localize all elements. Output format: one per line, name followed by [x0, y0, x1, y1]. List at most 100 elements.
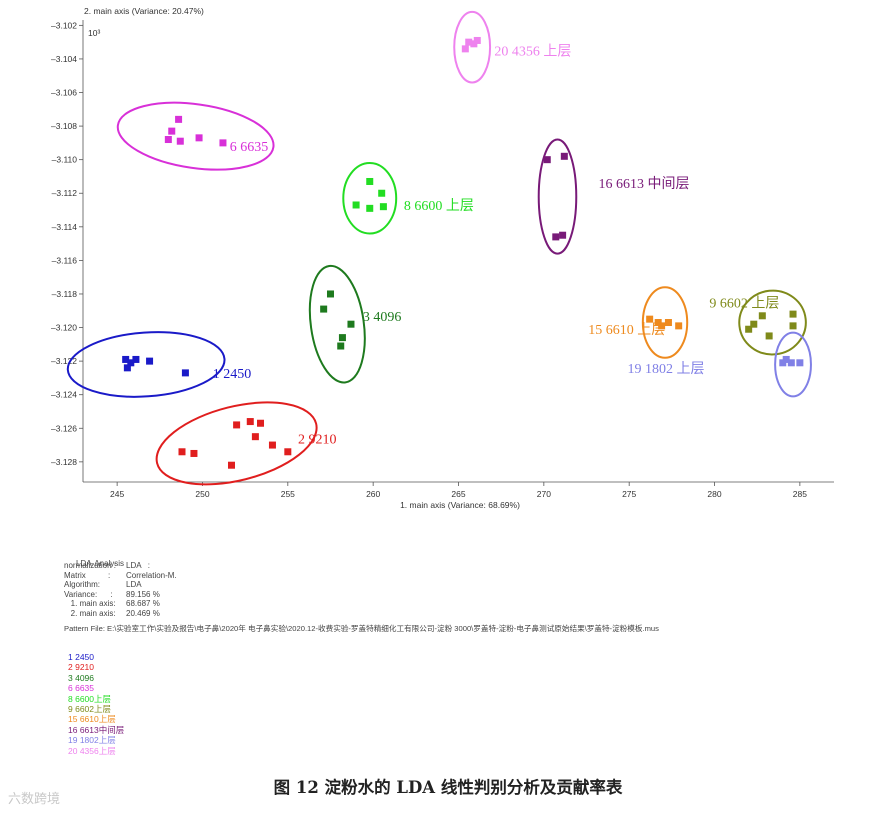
cluster-labels: 1 2450 2 9210 3 4096 6 6635 8 6600 上层 9 6602 …: [213, 44, 780, 448]
data-point: [758, 312, 766, 320]
y-tick-label: –3.118: [52, 289, 78, 299]
y-tick-label: –3.110: [52, 155, 78, 165]
data-point: [320, 305, 328, 313]
info-key: 1. main axis:: [64, 599, 116, 608]
data-point: [337, 342, 345, 350]
data-point: [461, 45, 469, 53]
legend-item: 1 2450: [68, 652, 94, 662]
lda-info-rows: normalization : LDA : Matrix : Correlation-…: [64, 561, 177, 618]
pattern-file-path: Pattern File: E:\实验室工作\实验及报告\电子鼻\2020年 电…: [64, 624, 659, 633]
data-point: [796, 359, 804, 367]
data-point: [176, 137, 184, 145]
data-point: [552, 233, 560, 241]
x-tick-label: 270: [537, 489, 551, 499]
cluster-label: 6 6635: [230, 140, 269, 155]
data-point: [175, 115, 183, 123]
info-key: Variance: :: [64, 589, 113, 599]
info-key: Algorithm:: [64, 580, 101, 589]
legend-item: 2 9210: [68, 662, 94, 673]
legend: 1 2450 2 9210 3 4096 6 6635 8 6600上层 9 6602上层…: [68, 652, 124, 756]
data-point: [132, 355, 140, 363]
info-row: Algorithm: LDA: [64, 580, 177, 590]
data-point: [326, 290, 334, 298]
data-point: [789, 310, 797, 318]
info-row: 1. main axis: 68.687 %: [64, 599, 177, 609]
y-tick-label: –3.106: [51, 88, 77, 98]
cluster-label: 3 4096: [363, 310, 402, 325]
data-point: [246, 418, 254, 426]
cluster-ellipse: [774, 331, 812, 398]
axes: 245 250 255 260 265 270 275 280 285 –3.102 –3.104 –…: [51, 6, 834, 510]
info-key: normalization :: [64, 561, 117, 570]
x-tick-label: 250: [195, 489, 209, 499]
data-point: [127, 359, 135, 367]
cluster-ellipse: [453, 10, 492, 84]
watermark: 六数跨境: [8, 792, 61, 807]
y-tick-label: –3.114: [52, 222, 78, 232]
legend-item: 16 6613中间层: [68, 724, 125, 735]
data-point: [123, 364, 131, 372]
data-point: [465, 38, 473, 46]
legend-item: 20 4356上层: [68, 745, 116, 756]
data-points: [122, 36, 804, 469]
info-key: 2. main axis:: [64, 608, 116, 618]
data-point: [658, 322, 666, 330]
legend-item: 6 6635: [68, 683, 94, 694]
x-tick-label: 275: [622, 489, 636, 499]
cluster-label: 8 6600 上层: [404, 198, 474, 214]
info-heading: LDA-Analysis: [76, 559, 125, 568]
info-value: LDA :: [126, 561, 151, 570]
info-value: 89.156 %: [126, 589, 160, 599]
y-tick-label: –3.104: [51, 54, 77, 64]
y-tick-label: –3.112: [52, 188, 78, 198]
cluster-ellipses: [66, 10, 812, 486]
data-point: [379, 203, 387, 211]
cluster-ellipse: [155, 401, 318, 486]
data-point: [789, 322, 797, 330]
data-point: [338, 334, 346, 342]
info-value: 68.687 %: [126, 599, 160, 608]
data-point: [366, 204, 374, 212]
data-point: [347, 320, 355, 328]
info-row: Matrix : Correlation-M.: [64, 571, 177, 581]
data-point: [559, 231, 567, 239]
data-point: [164, 136, 172, 144]
x-axis-title: 1. main axis (Variance: 68.69%): [400, 500, 520, 510]
data-point: [378, 189, 386, 197]
lda-info-panel: LDA-Analysis: [72, 540, 124, 578]
y-tick-label: –3.126: [51, 423, 77, 433]
data-point: [178, 448, 186, 456]
cluster-ellipse: [66, 331, 226, 398]
x-tick-label: 255: [281, 489, 295, 499]
data-point: [233, 421, 241, 429]
data-point: [168, 127, 176, 135]
data-point: [560, 152, 568, 160]
info-value: LDA: [126, 580, 142, 589]
y-axis-title: 2. main axis (Variance: 20.47%): [84, 6, 204, 16]
data-point: [664, 319, 672, 327]
cluster-label: 19 1802 上层: [627, 361, 704, 377]
data-point: [190, 449, 198, 457]
y-tick-label: –3.102: [51, 20, 77, 30]
cluster-ellipse: [342, 162, 398, 235]
cluster-label: 1 2450: [213, 367, 252, 382]
data-point: [543, 156, 551, 164]
y-tick-label: –3.120: [51, 323, 77, 333]
cluster-label: 16 6613 中间层: [598, 176, 689, 192]
data-point: [352, 201, 360, 209]
data-point: [366, 177, 374, 185]
info-row: normalization : LDA :: [64, 561, 177, 571]
data-point: [146, 357, 154, 365]
data-point: [251, 433, 259, 441]
lda-scatter-chart: 245 250 255 260 265 270 275 280 285 –3.102 –3.104 –…: [51, 6, 834, 510]
cluster-label: 2 9210: [298, 432, 337, 447]
x-tick-label: 285: [793, 489, 807, 499]
y-tick-label: –3.122: [51, 356, 77, 366]
x-tick-label: 260: [366, 489, 380, 499]
data-point: [181, 369, 189, 377]
x-tick-label: 245: [110, 489, 124, 499]
info-row: Variance: : 89.156 %: [64, 590, 177, 600]
data-point: [750, 320, 758, 328]
data-point: [646, 315, 654, 323]
data-point: [787, 359, 795, 367]
